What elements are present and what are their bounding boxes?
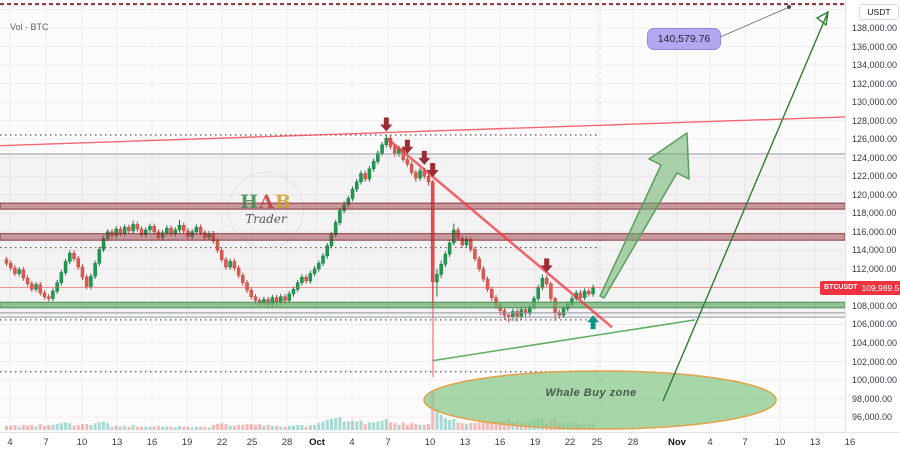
time-axis-label: 7: [385, 437, 391, 448]
price-axis-label: 108,000.00: [852, 300, 898, 311]
currency-toggle-button[interactable]: USDT: [859, 4, 899, 20]
long-up-arrow: [662, 11, 829, 402]
volume-legend: Vol · BTC: [10, 22, 49, 32]
price-axis-label: 138,000.00: [852, 23, 898, 33]
price-axis-label: 106,000.00: [852, 319, 898, 330]
price-axis[interactable]: 138,000.00 136,000.00 134,000.00 132,000.00…: [845, 0, 900, 432]
time-axis-label: 10: [774, 437, 786, 448]
time-axis-label: 19: [529, 437, 541, 448]
time-axis-label: 4: [349, 437, 355, 448]
breakdown-trendline: [386, 137, 613, 329]
trade-markers-layer: [380, 117, 600, 330]
time-axis-label: 10: [76, 437, 88, 448]
big-up-arrow: [599, 132, 690, 299]
time-axis-label: 16: [494, 437, 506, 448]
price-axis-label: 128,000.00: [852, 115, 898, 126]
time-axis-label: 25: [591, 437, 603, 448]
price-axis-label: 116,000.00: [852, 226, 897, 237]
whale-buy-zone-ellipse: [423, 370, 777, 430]
time-axis-label: 4: [7, 437, 13, 448]
price-axis-label: 124,000.00: [852, 152, 898, 163]
time-axis-label: 13: [809, 437, 821, 448]
time-axis-label: 7: [43, 437, 49, 448]
time-axis-label: 22: [216, 437, 228, 448]
price-callout-badge[interactable]: 140,579.76: [647, 28, 721, 50]
last-price-symbol: BTCUSDT: [824, 284, 858, 292]
time-axis-label: 13: [459, 437, 471, 448]
time-axis-label: 19: [181, 437, 193, 448]
time-axis-label: 4: [707, 437, 713, 448]
price-axis-label: 122,000.00: [852, 171, 898, 182]
time-axis-label: 28: [281, 437, 293, 448]
price-axis-label: 102,000.00: [852, 356, 898, 367]
price-axis-label: 100,000.00: [852, 375, 898, 386]
time-axis-label: 28: [627, 437, 639, 448]
price-axis-label: 98,000.00: [852, 393, 893, 404]
support-trendline: [432, 319, 696, 362]
time-axis-label: 13: [111, 437, 123, 448]
last-price-badge: BTCUSDT 109,989.51: [820, 280, 900, 295]
long-up-arrow-head: [815, 10, 829, 27]
price-axis-label: 96,000.00: [852, 412, 893, 423]
brand-watermark-subtitle: Trader: [245, 212, 287, 227]
price-axis-label: 104,000.00: [852, 338, 898, 348]
time-axis-label: Oct: [309, 437, 325, 448]
time-axis-label: 16: [844, 437, 856, 448]
time-axis[interactable]: 4 7 10 13 16 19 22 25 28 Oct 4 7 10 13 16 19 22 25 28 Nov 4 7…: [0, 432, 900, 450]
price-axis-label: 118,000.00: [852, 208, 897, 219]
zones-layer: [0, 202, 845, 309]
price-axis-label: 126,000.00: [852, 134, 898, 145]
resistance-trendline: [0, 116, 845, 147]
price-axis-label: 134,000.00: [852, 60, 898, 71]
callout-connector: [717, 7, 788, 39]
brand-watermark-letters: HAB: [240, 191, 292, 214]
whale-buy-zone-label: Whale Buy zone: [545, 387, 637, 399]
callout-anchor-dot: [787, 5, 791, 9]
time-axis-label: 16: [146, 437, 158, 448]
candlestick-plot[interactable]: [0, 0, 845, 432]
brand-watermark: HAB Trader: [228, 172, 304, 248]
price-axis-label: 136,000.00: [852, 41, 898, 52]
price-axis-label: 130,000.00: [852, 97, 898, 108]
time-axis-label: 10: [424, 437, 436, 448]
price-axis-label: 120,000.00: [852, 189, 898, 200]
time-axis-label: 7: [742, 437, 748, 448]
price-axis-label: 132,000.00: [852, 78, 898, 89]
price-axis-label: 112,000.00: [852, 263, 897, 274]
price-axis-label: 114,000.00: [852, 245, 897, 256]
time-axis-label: 25: [246, 437, 258, 448]
last-price-value: 109,989.51: [861, 282, 900, 293]
time-axis-label: 22: [564, 437, 576, 448]
time-axis-label: Nov: [668, 437, 686, 448]
